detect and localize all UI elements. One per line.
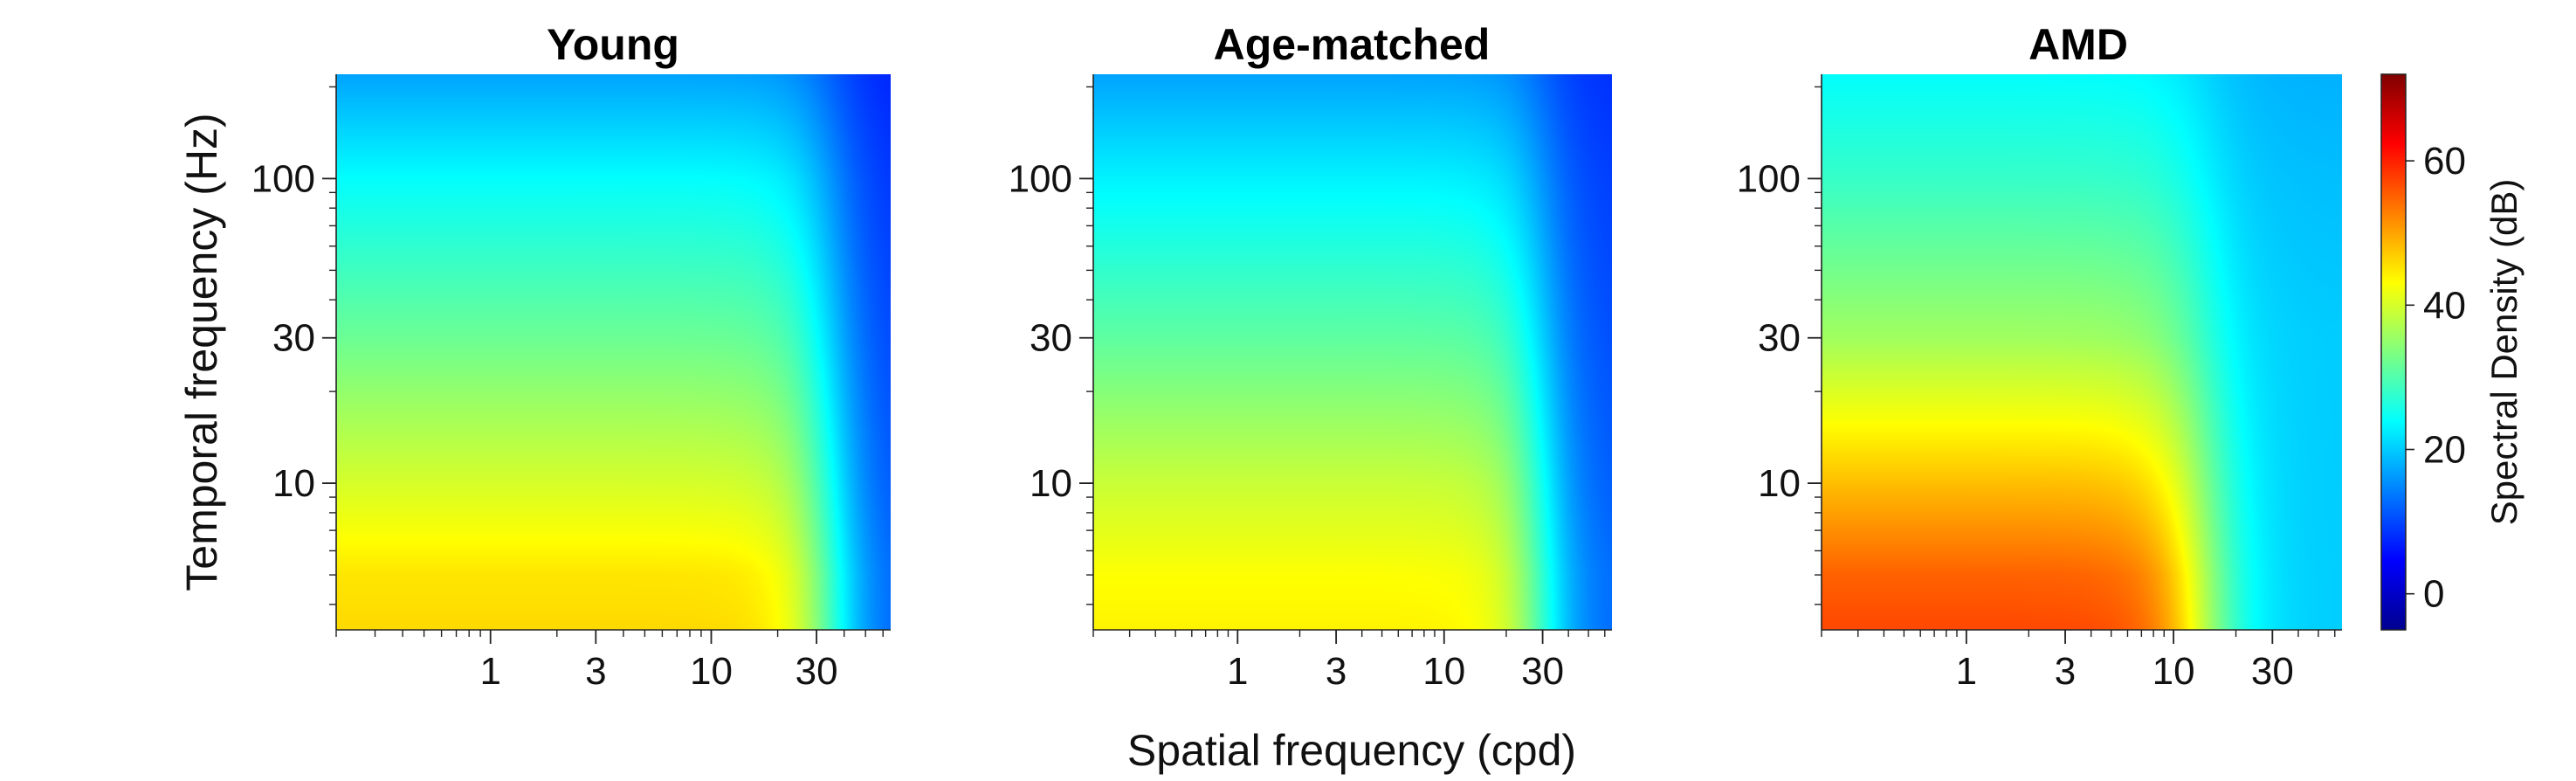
x-axis-age-matched: 1 3 10 30 (1092, 629, 1612, 693)
x-tick-label: 1 (1227, 650, 1248, 693)
x-axis-amd: 1 3 10 30 (1821, 629, 2342, 693)
panel-title: Young (547, 20, 679, 69)
x-tick-label: 30 (1521, 650, 1564, 693)
x-tick-label: 1 (479, 650, 500, 693)
x-axis-label: Spatial frequency (cpd) (1127, 726, 1576, 775)
colorbar-tick-label: 0 (2423, 573, 2444, 616)
colorbar-label: Spectral Density (dB) (2483, 179, 2524, 526)
x-tick-label: 10 (690, 650, 733, 693)
heatmap-young (336, 74, 891, 630)
x-tick-label: 1 (1956, 650, 1977, 693)
y-axis-age-matched: 10 30 100 (1009, 74, 1094, 630)
x-tick-label: 30 (2251, 650, 2294, 693)
panel-age-matched: Age-matched 1 3 10 30 10 30 100 (1009, 20, 1612, 693)
y-tick-label: 30 (272, 317, 315, 360)
y-axis-label: Temporal frequency (Hz) (177, 113, 226, 591)
y-tick-label: 30 (1758, 317, 1801, 360)
x-tick-label: 3 (1326, 650, 1347, 693)
panel-title: Age-matched (1214, 20, 1491, 69)
x-tick-label: 30 (796, 650, 838, 693)
y-tick-label: 10 (272, 462, 315, 505)
colorbar-ticks: 0 20 40 60 (2406, 140, 2466, 616)
colorbar-gradient (2380, 73, 2407, 631)
panel-amd: AMD 1 3 10 30 10 30 100 (1737, 20, 2342, 693)
colorbar-tick-label: 20 (2423, 429, 2466, 472)
x-tick-label: 3 (2055, 650, 2076, 693)
x-axis-young: 1 3 10 30 (335, 629, 891, 693)
y-axis-young: 10 30 100 (251, 74, 337, 630)
colorbar: 0 20 40 60 Spectral Density (dB) (2380, 73, 2524, 631)
colorbar-tick-label: 40 (2423, 284, 2466, 327)
y-tick-label: 100 (1009, 157, 1072, 200)
y-tick-label: 30 (1030, 317, 1072, 360)
heatmap-amd (1822, 74, 2342, 630)
y-axis-amd: 10 30 100 (1737, 74, 1822, 630)
x-tick-label: 10 (2152, 650, 2195, 693)
heatmap-age-matched (1093, 74, 1612, 630)
colorbar-tick-label: 60 (2423, 140, 2466, 183)
y-tick-label: 100 (251, 157, 315, 200)
panel-young: Young 1 3 10 30 10 30 100 (251, 20, 891, 693)
x-tick-label: 10 (1422, 650, 1465, 693)
y-tick-label: 10 (1758, 462, 1801, 505)
y-tick-label: 10 (1030, 462, 1072, 505)
y-tick-label: 100 (1737, 157, 1801, 200)
x-tick-label: 3 (585, 650, 606, 693)
panel-title: AMD (2028, 20, 2128, 69)
